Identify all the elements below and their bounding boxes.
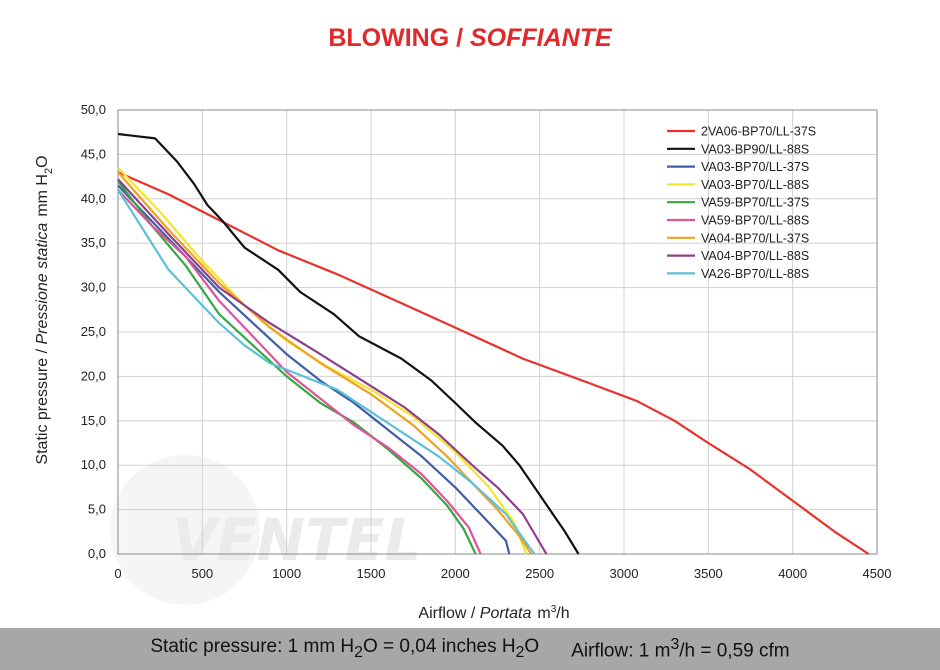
- legend-label: VA03-BP70/LL-37S: [701, 160, 809, 174]
- airflow-text-2: /h = 0,59 cfm: [679, 640, 790, 662]
- x-tick-label: 4500: [863, 566, 892, 581]
- y-tick-label: 30,0: [81, 280, 106, 295]
- pressure-text-2: O = 0,04 inches H: [362, 636, 516, 658]
- y-tick-label: 20,0: [81, 368, 106, 383]
- y-axis-label: Static pressure / Pressione statica mm H2…: [34, 155, 55, 464]
- y-axis-unit: mm H: [34, 174, 51, 217]
- series-line: [117, 178, 548, 555]
- watermark-logo: VENTEL: [110, 455, 421, 605]
- series-line: [117, 166, 528, 555]
- legend: 2VA06-BP70/LL-37S VA03-BP90/LL-88S VA03-BP…: [667, 125, 816, 281]
- plot-frame: [117, 109, 878, 555]
- y-axis-unit-tail: O: [34, 155, 51, 167]
- x-tick-label: 3000: [610, 566, 639, 581]
- y-tick-label: 10,0: [81, 457, 106, 472]
- y-axis-label-main: Static pressure: [34, 358, 51, 465]
- series-lines: [117, 132, 870, 555]
- x-tick-label: 1500: [357, 566, 386, 581]
- y-axis-label-italic: Pressione statica: [34, 223, 51, 345]
- airflow-pressure-chart: VENTEL 0,0 5,0 10,0 15,0 20,0 25,0 30,0 35,0 40,…: [34, 102, 891, 622]
- watermark-text: VENTEL: [172, 506, 421, 574]
- x-tick-labels: 0 500 1000 1500 2000 2500 3000 3500 4000 4500: [114, 566, 891, 581]
- y-tick-label: 50,0: [81, 102, 106, 117]
- series-line: [117, 189, 536, 555]
- y-axis-unit-sub: 2: [43, 168, 55, 174]
- x-tick-label: 3500: [694, 566, 723, 581]
- y-tick-label: 5,0: [88, 502, 106, 517]
- series-line: [117, 171, 870, 555]
- x-tick-label: 0: [114, 566, 121, 581]
- pressure-sub-1: 2: [354, 643, 363, 661]
- x-axis-label-italic: Portata: [480, 605, 532, 622]
- x-tick-label: 2500: [525, 566, 554, 581]
- legend-label: VA59-BP70/LL-88S: [701, 214, 809, 228]
- x-axis-unit-tail: /h: [556, 605, 569, 622]
- x-axis-label-sep: /: [466, 605, 479, 622]
- legend-label: VA03-BP70/LL-88S: [701, 178, 809, 192]
- legend-label: VA04-BP70/LL-88S: [701, 249, 809, 263]
- chart-title-italic: SOFFIANTE: [470, 24, 612, 52]
- airflow-text-1: Airflow: 1 m: [571, 640, 671, 662]
- legend-label: VA59-BP70/LL-37S: [701, 196, 809, 210]
- chart-title-separator: /: [449, 24, 470, 52]
- y-tick-label: 40,0: [81, 191, 106, 206]
- y-axis-label-sep: /: [34, 345, 51, 358]
- x-tick-label: 1000: [272, 566, 301, 581]
- legend-label: 2VA06-BP70/LL-37S: [701, 125, 816, 139]
- pressure-sub-2: 2: [515, 643, 525, 661]
- chart-title: BLOWING / SOFFIANTE: [0, 24, 940, 53]
- x-tick-label: 4000: [778, 566, 807, 581]
- y-tick-label: 0,0: [88, 546, 106, 561]
- x-axis-label-main: Airflow: [418, 605, 466, 622]
- watermark-fan-disc: [110, 455, 260, 605]
- series-line: [117, 189, 482, 555]
- conversion-footer: Static pressure: 1 mm H2O = 0,04 inches …: [0, 628, 940, 670]
- series-line: [117, 171, 533, 555]
- y-tick-label: 25,0: [81, 324, 106, 339]
- x-axis-label: Airflow / Portata m3/h: [418, 604, 569, 622]
- legend-label: VA03-BP90/LL-88S: [701, 142, 809, 156]
- x-tick-label: 500: [191, 566, 213, 581]
- airflow-conversion: Airflow: 1 m3/h = 0,59 cfm: [571, 636, 789, 662]
- x-tick-label: 2000: [441, 566, 470, 581]
- pressure-conversion: Static pressure: 1 mm H2O = 0,04 inches …: [150, 636, 539, 662]
- x-axis-unit: m: [537, 605, 550, 622]
- y-tick-label: 45,0: [81, 146, 106, 161]
- y-tick-label: 15,0: [81, 413, 106, 428]
- legend-label: VA26-BP70/LL-88S: [701, 267, 809, 281]
- legend-label: VA04-BP70/LL-37S: [701, 231, 809, 245]
- series-line: [117, 180, 477, 555]
- pressure-text-1: Static pressure: 1 mm H: [150, 636, 355, 658]
- chart-title-main: BLOWING: [328, 24, 450, 52]
- series-line: [117, 132, 580, 555]
- airflow-sup: 3: [670, 635, 680, 653]
- x-axis-unit-sup: 3: [551, 604, 557, 615]
- y-tick-labels: 0,0 5,0 10,0 15,0 20,0 25,0 30,0 35,0 40,0 45,0 50…: [81, 102, 106, 561]
- pressure-text-3: O: [524, 636, 540, 658]
- y-tick-label: 35,0: [81, 235, 106, 250]
